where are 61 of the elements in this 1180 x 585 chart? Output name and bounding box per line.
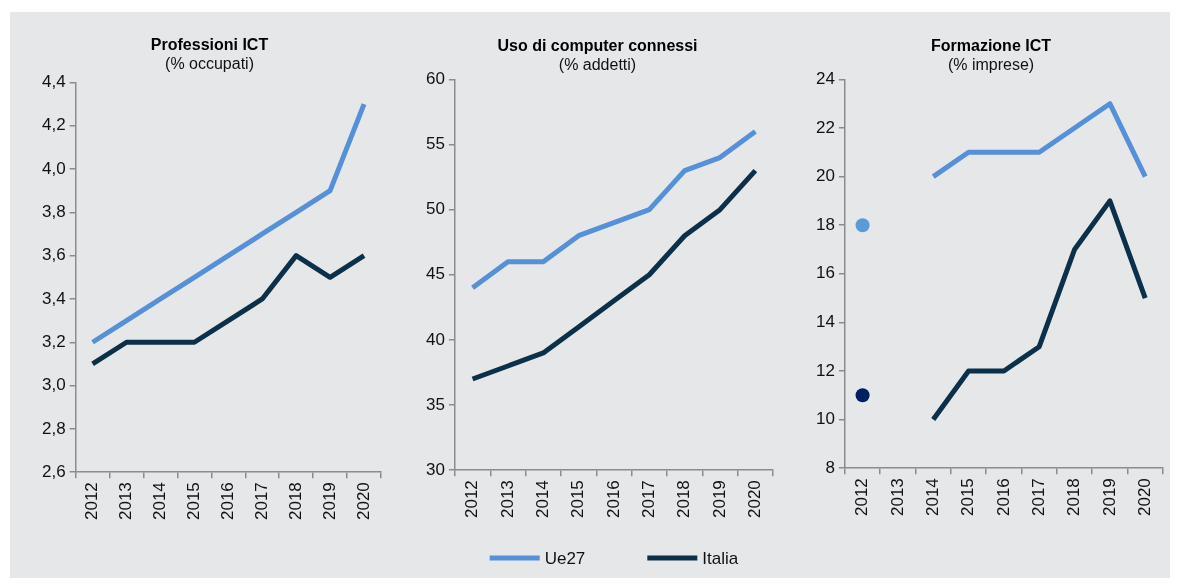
y-tick-label: 12 (815, 360, 835, 380)
y-tick-label: 4,4 (41, 72, 66, 92)
x-tick-label: 2018 (1064, 478, 1084, 517)
x-tick-label: 2014 (150, 482, 170, 521)
y-tick-label: 3,4 (41, 288, 66, 308)
y-tick-label: 8 (825, 457, 835, 477)
x-tick-label: 2016 (218, 482, 237, 521)
y-tick-label: 2,6 (41, 461, 66, 481)
legend-label: Ue27 (544, 548, 586, 568)
x-tick-label: 2020 (745, 480, 765, 519)
x-tick-label: 2014 (532, 480, 552, 519)
x-tick-label: 2020 (1134, 478, 1154, 517)
y-tick-label: 3,8 (41, 202, 66, 222)
y-tick-label: 45 (425, 264, 445, 284)
x-tick-label: 2019 (709, 480, 729, 519)
y-tick-label: 24 (815, 69, 835, 89)
x-tick-label: 2012 (462, 480, 482, 519)
y-tick-label: 30 (425, 459, 445, 479)
x-tick-label: 2012 (82, 482, 102, 521)
y-tick-label: 18 (815, 214, 835, 234)
y-tick-label: 50 (425, 199, 445, 219)
x-tick-label: 2020 (353, 482, 373, 521)
y-tick-label: 60 (425, 69, 445, 89)
x-tick-label: 2016 (603, 480, 623, 519)
x-tick-label: 2014 (922, 478, 942, 517)
x-tick-label: 2016 (993, 478, 1013, 517)
x-tick-label: 2015 (568, 480, 588, 519)
y-tick-label: 35 (425, 394, 445, 414)
x-tick-label: 2018 (674, 480, 694, 519)
chart-title: Uso di computer connessi (497, 37, 698, 55)
x-tick-label: 2017 (251, 482, 271, 521)
y-tick-label: 10 (815, 409, 835, 429)
x-tick-label: 2015 (184, 482, 204, 521)
x-tick-label: 2012 (852, 478, 872, 517)
x-tick-label: 2018 (285, 482, 305, 521)
legend-label: Italia (702, 548, 739, 568)
y-tick-label: 3,6 (41, 245, 66, 265)
chart-subtitle: (% imprese) (947, 56, 1035, 74)
y-tick-label: 3,2 (41, 331, 66, 351)
y-tick-label: 40 (425, 329, 445, 349)
x-tick-label: 2017 (1028, 478, 1048, 517)
y-tick-label: 4,0 (41, 158, 66, 178)
x-tick-label: 2013 (116, 482, 136, 521)
chart-title: Formazione ICT (930, 37, 1052, 55)
y-tick-label: 2,8 (41, 418, 66, 438)
y-tick-label: 14 (815, 312, 835, 332)
y-tick-label: 22 (815, 117, 835, 137)
x-tick-label: 2019 (1099, 478, 1119, 517)
y-tick-label: 16 (815, 263, 835, 283)
y-tick-label: 55 (425, 134, 445, 154)
y-tick-label: 3,0 (41, 375, 66, 395)
x-tick-label: 2019 (319, 482, 339, 521)
chart-subtitle: (% occupati) (165, 55, 254, 73)
x-tick-label: 2017 (638, 480, 658, 519)
y-tick-label: 4,2 (41, 115, 66, 135)
x-tick-label: 2015 (958, 478, 978, 517)
chart-title: Professioni ICT (150, 36, 269, 54)
x-tick-label: 2013 (497, 480, 517, 519)
chart-subtitle: (% addetti) (558, 56, 637, 74)
y-tick-label: 20 (815, 166, 835, 186)
x-tick-label: 2013 (887, 478, 907, 517)
